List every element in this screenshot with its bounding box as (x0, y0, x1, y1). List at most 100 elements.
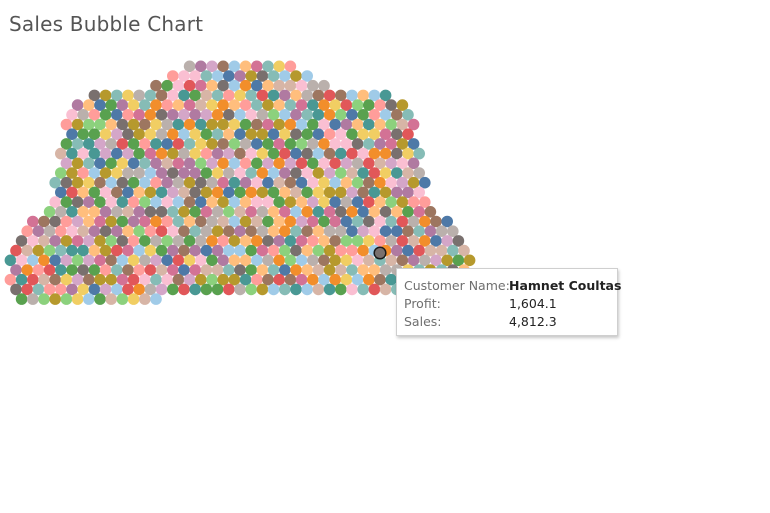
customer-bubble[interactable] (379, 128, 392, 140)
customer-bubble[interactable] (430, 235, 442, 247)
customer-bubble[interactable] (340, 215, 353, 228)
customer-bubble[interactable] (189, 244, 201, 257)
customer-bubble[interactable] (318, 215, 330, 228)
customer-bubble[interactable] (111, 147, 123, 160)
customer-bubble[interactable] (329, 196, 342, 208)
customer-bubble[interactable] (55, 167, 67, 179)
customer-bubble[interactable] (116, 215, 129, 228)
customer-bubble[interactable] (228, 254, 241, 267)
customer-bubble[interactable] (273, 215, 286, 228)
customer-bubble[interactable] (71, 196, 84, 208)
customer-bubble[interactable] (335, 244, 347, 257)
customer-bubble[interactable] (234, 167, 246, 179)
customer-bubble[interactable] (200, 70, 213, 82)
customer-bubble[interactable] (200, 147, 213, 160)
customer-bubble[interactable] (228, 176, 241, 189)
customer-bubble[interactable] (239, 138, 252, 150)
customer-bubble[interactable] (262, 157, 274, 170)
customer-bubble[interactable] (217, 138, 229, 150)
customer-bubble[interactable] (245, 167, 257, 179)
customer-bubble[interactable] (430, 215, 442, 228)
customer-bubble[interactable] (279, 264, 291, 276)
customer-bubble[interactable] (122, 186, 134, 199)
customer-bubble[interactable] (363, 254, 375, 267)
customer-bubble[interactable] (447, 244, 459, 257)
customer-bubble[interactable] (133, 283, 145, 296)
customer-bubble[interactable] (150, 176, 162, 189)
customer-bubble[interactable] (27, 254, 39, 267)
customer-bubble[interactable] (307, 215, 319, 228)
customer-bubble[interactable] (402, 128, 414, 140)
customer-bubble[interactable] (301, 128, 314, 140)
customer-bubble[interactable] (105, 138, 117, 150)
customer-bubble[interactable] (346, 167, 358, 179)
customer-bubble[interactable] (245, 283, 257, 296)
customer-bubble[interactable] (329, 273, 342, 286)
customer-bubble[interactable] (217, 79, 229, 92)
customer-bubble[interactable] (228, 118, 241, 131)
customer-bubble[interactable] (88, 128, 101, 140)
customer-bubble[interactable] (279, 186, 291, 199)
customer-bubble[interactable] (250, 215, 263, 228)
customer-bubble[interactable] (250, 254, 263, 267)
customer-bubble[interactable] (150, 293, 162, 305)
customer-bubble[interactable] (239, 254, 252, 267)
customer-bubble[interactable] (340, 196, 353, 208)
customer-bubble[interactable] (239, 176, 252, 189)
customer-bubble[interactable] (379, 264, 392, 276)
customer-bubble[interactable] (223, 283, 235, 296)
customer-bubble[interactable] (413, 147, 426, 160)
customer-bubble[interactable] (217, 176, 229, 189)
customer-bubble[interactable] (323, 89, 336, 102)
customer-bubble[interactable] (195, 235, 207, 247)
customer-bubble[interactable] (391, 225, 403, 237)
customer-bubble[interactable] (374, 157, 386, 170)
customer-bubble[interactable] (374, 118, 386, 131)
customer-bubble[interactable] (273, 196, 286, 208)
customer-bubble[interactable] (223, 109, 235, 121)
customer-bubble[interactable] (172, 99, 185, 111)
customer-bubble[interactable] (452, 235, 465, 247)
customer-bubble[interactable] (340, 235, 353, 247)
customer-bubble[interactable] (133, 264, 145, 276)
customer-bubble[interactable] (363, 196, 375, 208)
customer-bubble[interactable] (150, 273, 162, 286)
customer-bubble[interactable] (279, 244, 291, 257)
customer-bubble[interactable] (318, 254, 330, 267)
customer-bubble[interactable] (55, 147, 67, 160)
customer-bubble[interactable] (49, 254, 61, 267)
customer-bubble[interactable] (167, 264, 179, 276)
customer-bubble[interactable] (144, 109, 157, 121)
customer-bubble[interactable] (172, 273, 185, 286)
customer-bubble[interactable] (60, 215, 73, 228)
customer-bubble[interactable] (262, 99, 274, 111)
customer-bubble[interactable] (27, 215, 39, 228)
customer-bubble[interactable] (77, 206, 89, 218)
customer-bubble[interactable] (172, 196, 185, 208)
customer-bubble[interactable] (4, 273, 17, 286)
customer-bubble[interactable] (245, 70, 257, 82)
customer-bubble[interactable] (155, 109, 168, 121)
customer-bubble[interactable] (245, 264, 257, 276)
customer-bubble[interactable] (43, 244, 56, 257)
customer-bubble[interactable] (49, 215, 61, 228)
customer-bubble[interactable] (77, 264, 89, 276)
customer-bubble[interactable] (195, 215, 207, 228)
customer-bubble[interactable] (116, 157, 129, 170)
customer-bubble[interactable] (262, 254, 274, 267)
customer-bubble[interactable] (407, 235, 420, 247)
customer-bubble[interactable] (363, 235, 375, 247)
customer-bubble[interactable] (312, 186, 325, 199)
customer-bubble[interactable] (83, 273, 95, 286)
customer-bubble[interactable] (105, 99, 117, 111)
customer-bubble[interactable] (200, 225, 213, 237)
customer-bubble[interactable] (301, 264, 314, 276)
customer-bubble[interactable] (312, 147, 325, 160)
customer-bubble[interactable] (122, 244, 134, 257)
customer-bubble[interactable] (385, 235, 398, 247)
customer-bubble[interactable] (279, 167, 291, 179)
customer-bubble[interactable] (183, 196, 196, 208)
customer-bubble[interactable] (127, 118, 140, 131)
customer-bubble[interactable] (161, 235, 173, 247)
customer-bubble[interactable] (250, 235, 263, 247)
